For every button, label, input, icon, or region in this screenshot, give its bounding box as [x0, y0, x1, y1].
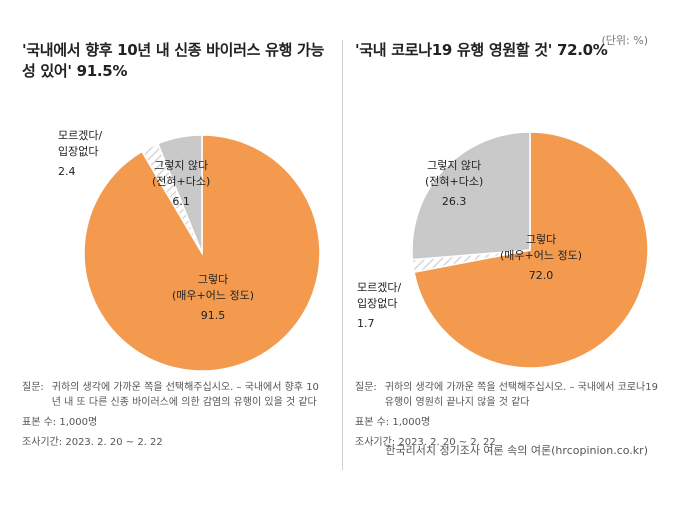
question-label-1: 질문: [22, 382, 44, 393]
slice-label-yes-1-value: 91.5 [200, 309, 226, 322]
slice-label-no-2: 그렇지 않다 (전혀+다소) 26.3 [425, 158, 483, 210]
chart-panel-2: '국내 코로나19 유행 영원할 것' 72.0% 그렇다 (매우+어느 정도)… [355, 40, 675, 470]
slice-label-no-2-line1: 그렇지 않다 [427, 159, 482, 172]
pie-chart-2 [411, 131, 649, 369]
chart-title-1: '국내에서 향후 10년 내 신종 바이러스 유행 가능성 있어' 91.5% [22, 41, 325, 80]
slice-no-1 [156, 134, 203, 254]
survey-note-1: 질문: 귀하의 생각에 가까운 쪽을 선택해주십시오. – 국내에서 향후 10… [22, 380, 327, 450]
slice-label-dontknow-1-value: 2.4 [58, 165, 76, 178]
slice-label-dontknow-1-line2: 입장없다 [58, 145, 99, 158]
slice-no-2 [411, 131, 531, 261]
slice-label-yes-1-line1: 그렇다 [197, 273, 229, 286]
question-label-2: 질문: [355, 382, 377, 393]
slice-label-dontknow-1-line1: 모르겠다/ [58, 129, 103, 142]
slice-label-yes-1: 그렇다 (매우+어느 정도) 91.5 [172, 272, 254, 324]
slice-label-no-1-line1: 그렇지 않다 [154, 159, 209, 172]
survey-note-2: 질문: 귀하의 생각에 가까운 쪽을 선택해주십시오. – 국내에서 코로나19… [355, 380, 660, 450]
survey-period-1: 조사기간: 2023. 2. 20 ~ 2. 22 [22, 437, 163, 448]
survey-period-2: 조사기간: 2023. 2. 20 ~ 2. 22 [355, 437, 496, 448]
pie-chart-1 [83, 134, 321, 372]
chart-panel-1: '국내에서 향후 10년 내 신종 바이러스 유행 가능성 있어' 91.5% … [22, 40, 343, 470]
slice-label-no-1: 그렇지 않다 (전혀+다소) 6.1 [152, 158, 210, 210]
slice-label-dontknow-2-value: 1.7 [357, 317, 375, 330]
slice-label-no-2-line2: (전혀+다소) [425, 175, 484, 188]
slice-label-yes-2-value: 72.0 [528, 269, 554, 282]
question-text-2: 귀하의 생각에 가까운 쪽을 선택해주십시오. – 국내에서 코로나19 유행이… [384, 382, 658, 408]
slice-label-dontknow-2-line2: 입장없다 [357, 297, 398, 310]
slice-label-yes-2: 그렇다 (매우+어느 정도) 72.0 [500, 232, 582, 284]
question-text-1: 귀하의 생각에 가까운 쪽을 선택해주십시오. – 국내에서 향후 10년 내 … [51, 382, 319, 408]
sample-size-2: 표본 수: 1,000명 [355, 417, 431, 428]
slice-label-yes-2-line2: (매우+어느 정도) [500, 249, 583, 262]
slice-label-yes-2-line1: 그렇다 [525, 233, 557, 246]
slice-label-dontknow-2-line1: 모르겠다/ [357, 281, 402, 294]
chart-frame: (단위: %) '국내에서 향후 10년 내 신종 바이러스 유행 가능성 있어… [10, 10, 670, 488]
slice-yes-2 [413, 131, 649, 369]
unit-label: (단위: %) [601, 34, 648, 47]
sample-size-1: 표본 수: 1,000명 [22, 417, 98, 428]
slice-label-no-2-value: 26.3 [441, 195, 467, 208]
slice-label-no-1-value: 6.1 [172, 195, 190, 208]
slice-label-no-1-line2: (전혀+다소) [152, 175, 211, 188]
slice-label-dontknow-1: 모르겠다/ 입장없다 2.4 [58, 128, 102, 180]
slice-label-dontknow-2: 모르겠다/ 입장없다 1.7 [357, 280, 401, 332]
slice-label-yes-1-line2: (매우+어느 정도) [172, 289, 255, 302]
source-footer: 한국리서치 정기조사 여론 속의 여론(hrcopinion.co.kr) [385, 444, 648, 457]
chart-title-2: '국내 코로나19 유행 영원할 것' 72.0% [355, 41, 608, 59]
